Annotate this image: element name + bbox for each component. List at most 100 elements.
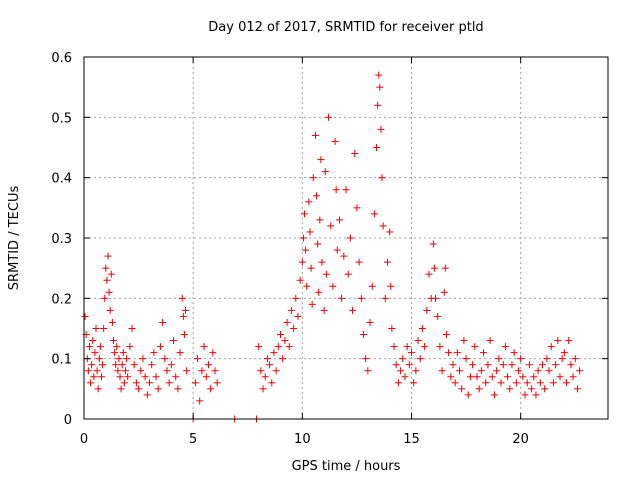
data-point: [449, 361, 457, 369]
data-point: [135, 385, 143, 393]
data-point: [504, 373, 512, 381]
data-point: [305, 198, 313, 206]
data-point: [381, 294, 389, 302]
data-point: [294, 312, 302, 320]
data-point: [499, 361, 507, 369]
y-tick-label: 0.4: [51, 172, 72, 187]
data-point: [102, 264, 110, 272]
data-point: [259, 385, 267, 393]
data-point: [473, 373, 481, 381]
data-point: [143, 391, 151, 399]
data-point: [418, 325, 426, 332]
data-point: [576, 367, 584, 375]
data-point: [270, 349, 278, 357]
data-point: [528, 385, 536, 393]
data-point: [545, 367, 553, 375]
y-tick-label: 0.2: [51, 292, 72, 307]
data-point: [96, 343, 104, 351]
data-point: [423, 306, 431, 314]
data-point: [477, 367, 485, 375]
data-point: [353, 204, 361, 212]
data-point: [359, 331, 367, 339]
data-point: [552, 361, 560, 369]
data-point: [154, 385, 162, 393]
data-point: [480, 349, 488, 357]
data-point: [445, 349, 453, 357]
data-point: [81, 312, 89, 320]
data-point: [274, 343, 282, 351]
data-point: [471, 343, 479, 351]
data-point: [130, 361, 138, 369]
data-point: [314, 240, 322, 248]
data-point: [257, 367, 265, 375]
data-point: [521, 391, 529, 399]
data-point: [408, 349, 415, 357]
data-point: [425, 270, 433, 278]
data-point: [320, 306, 328, 314]
data-point: [141, 373, 149, 381]
data-point: [279, 355, 287, 363]
data-point: [84, 367, 92, 375]
data-point: [114, 367, 122, 375]
data-point: [159, 318, 167, 326]
data-point: [539, 361, 546, 369]
data-point: [315, 288, 323, 296]
data-point: [146, 379, 153, 387]
data-point: [397, 367, 405, 375]
data-point: [364, 367, 372, 375]
data-point: [484, 361, 492, 369]
data-point: [329, 282, 337, 290]
data-point: [375, 71, 383, 79]
data-point: [198, 367, 206, 375]
data-point: [490, 391, 498, 399]
data-point: [379, 222, 387, 230]
data-point: [95, 355, 103, 363]
data-point: [362, 355, 370, 363]
data-point: [139, 355, 147, 363]
data-point: [558, 355, 566, 363]
x-tick-label: 20: [512, 432, 529, 447]
data-point: [368, 282, 376, 290]
data-point: [150, 349, 158, 357]
data-point: [299, 234, 307, 242]
data-point: [307, 264, 315, 272]
x-tick-label: 0: [80, 432, 88, 447]
data-point: [178, 294, 186, 302]
data-point: [121, 367, 129, 375]
data-point: [517, 355, 525, 363]
data-point: [547, 343, 555, 351]
data-point: [346, 234, 354, 242]
data-point: [92, 325, 100, 332]
data-point: [573, 385, 581, 393]
chart-title: Day 012 of 2017, SRMTID for receiver ptl…: [208, 20, 483, 35]
data-point: [325, 113, 333, 121]
data-point: [111, 349, 119, 357]
data-point: [342, 186, 350, 194]
data-point: [532, 391, 540, 399]
data-point: [176, 349, 184, 357]
data-point: [565, 337, 573, 345]
data-point: [128, 325, 136, 332]
data-point: [97, 373, 105, 381]
data-point: [501, 343, 509, 351]
data-point: [460, 337, 468, 345]
data-point: [105, 288, 113, 296]
data-point: [366, 318, 374, 326]
data-point: [303, 282, 311, 290]
data-point: [414, 337, 422, 345]
x-tick-label: 15: [403, 432, 420, 447]
data-point: [390, 343, 398, 351]
data-point: [298, 258, 306, 266]
data-point: [340, 252, 348, 260]
data-point: [416, 355, 424, 363]
data-point: [182, 306, 190, 314]
data-point: [119, 349, 127, 357]
data-point: [563, 379, 571, 387]
data-point: [191, 379, 199, 387]
data-points: [81, 71, 584, 423]
data-point: [327, 222, 335, 230]
data-point: [321, 168, 329, 176]
data-point: [91, 349, 99, 357]
data-point: [163, 367, 171, 375]
